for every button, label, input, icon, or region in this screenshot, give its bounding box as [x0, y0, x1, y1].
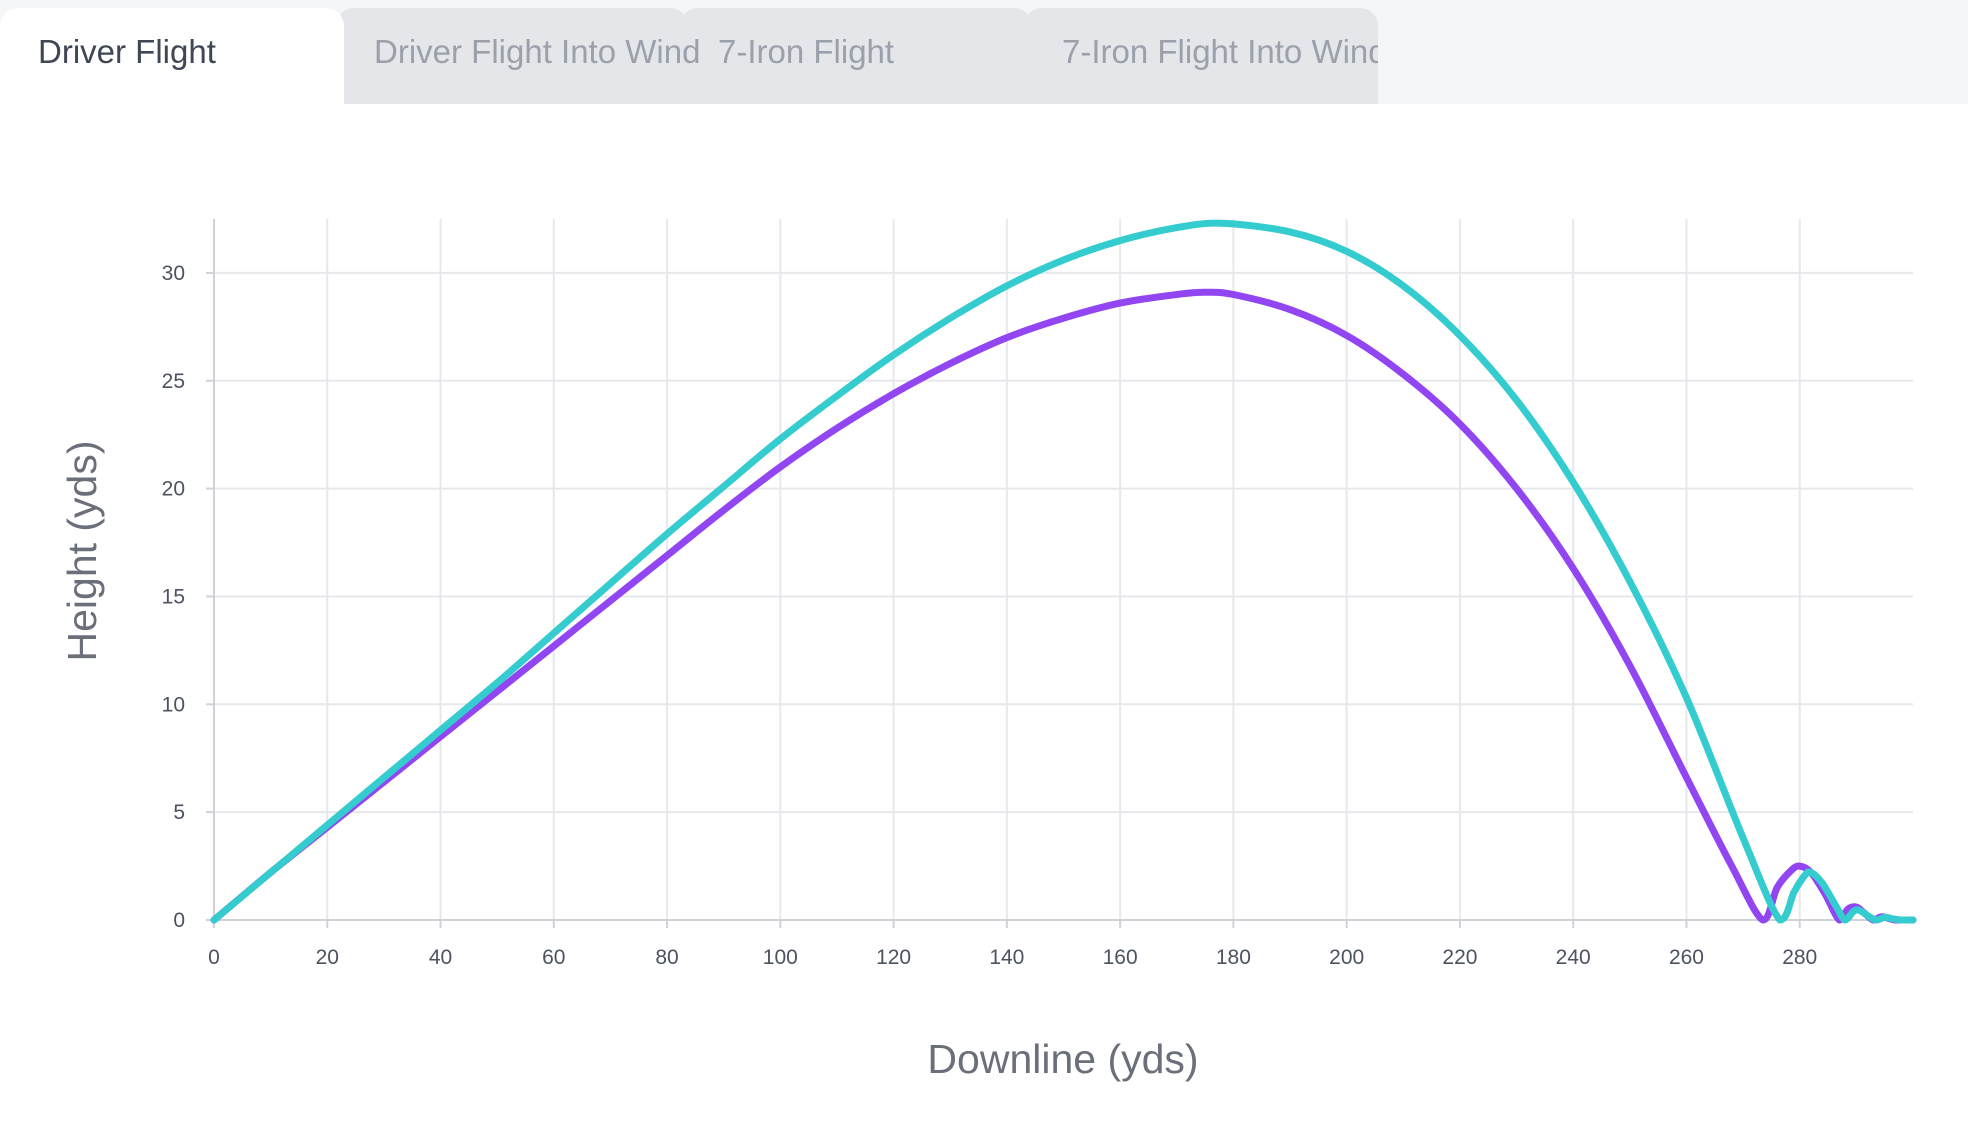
grid — [214, 219, 1913, 920]
x-tick-label: 120 — [876, 946, 911, 969]
tab-label: 7-Iron Flight — [718, 33, 895, 70]
x-tick-label: 40 — [429, 946, 452, 969]
tab-bar: 7-Iron Flight Into Wind 7-Iron Flight Dr… — [0, 0, 1968, 104]
y-tick-label: 5 — [173, 801, 185, 824]
y-tick-label: 25 — [162, 370, 185, 393]
y-tick-label: 20 — [162, 478, 185, 501]
x-axis-title: Downline (yds) — [927, 1036, 1198, 1082]
x-tick-label: 180 — [1216, 946, 1251, 969]
x-tick-label: 100 — [763, 946, 798, 969]
series-line-1 — [210, 288, 1917, 924]
tab-label: Driver Flight Into Wind — [374, 33, 701, 70]
x-tick-label: 220 — [1442, 946, 1477, 969]
y-tick-label: 10 — [162, 693, 185, 716]
x-tick-label: 0 — [208, 946, 220, 969]
tab-driver-flight[interactable]: Driver Flight — [0, 8, 344, 104]
x-tick-label: 160 — [1103, 946, 1138, 969]
series-line-2 — [210, 219, 1917, 924]
y-tick-label: 0 — [173, 909, 185, 932]
x-tick-label: 80 — [655, 946, 678, 969]
x-tick-label: 260 — [1669, 946, 1704, 969]
tab-label: Driver Flight — [38, 33, 216, 70]
x-tick-label: 240 — [1556, 946, 1591, 969]
x-tick-label: 60 — [542, 946, 565, 969]
series — [210, 219, 1917, 924]
y-tick-label: 30 — [162, 262, 185, 285]
x-tick-label: 140 — [989, 946, 1024, 969]
x-tick-label: 280 — [1782, 946, 1817, 969]
x-tick-label: 200 — [1329, 946, 1364, 969]
y-tick-label: 15 — [162, 585, 185, 608]
y-axis-title: Height (yds) — [59, 440, 105, 661]
tab-label: 7-Iron Flight Into Wind — [1062, 33, 1387, 70]
tab-7-iron-flight[interactable]: 7-Iron Flight — [680, 8, 1032, 104]
axes — [213, 219, 1913, 921]
tab-driver-flight-into-wind[interactable]: Driver Flight Into Wind — [336, 8, 700, 104]
x-tick-label: 20 — [316, 946, 339, 969]
tab-7-iron-flight-into-wind[interactable]: 7-Iron Flight Into Wind — [1024, 8, 1378, 104]
tick-labels: 0 20 40 60 80 100 120 140 160 180 200 220 240 260 280 0… — [162, 262, 1818, 969]
